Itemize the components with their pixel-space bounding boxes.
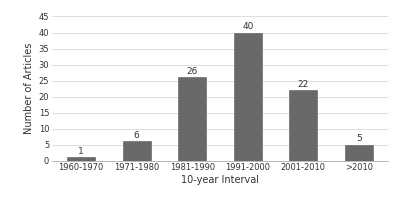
Text: 40: 40: [242, 22, 254, 31]
Text: 5: 5: [356, 134, 362, 143]
X-axis label: 10-year Interval: 10-year Interval: [181, 175, 259, 185]
Bar: [67, 157, 95, 161]
Bar: [345, 145, 373, 161]
Text: 1: 1: [78, 147, 84, 156]
Bar: [123, 142, 150, 161]
Text: 22: 22: [298, 80, 309, 89]
Y-axis label: Number of Articles: Number of Articles: [24, 43, 34, 134]
Bar: [290, 90, 317, 161]
Text: 6: 6: [134, 131, 140, 140]
Bar: [234, 33, 262, 161]
Text: 26: 26: [186, 67, 198, 76]
Bar: [178, 77, 206, 161]
